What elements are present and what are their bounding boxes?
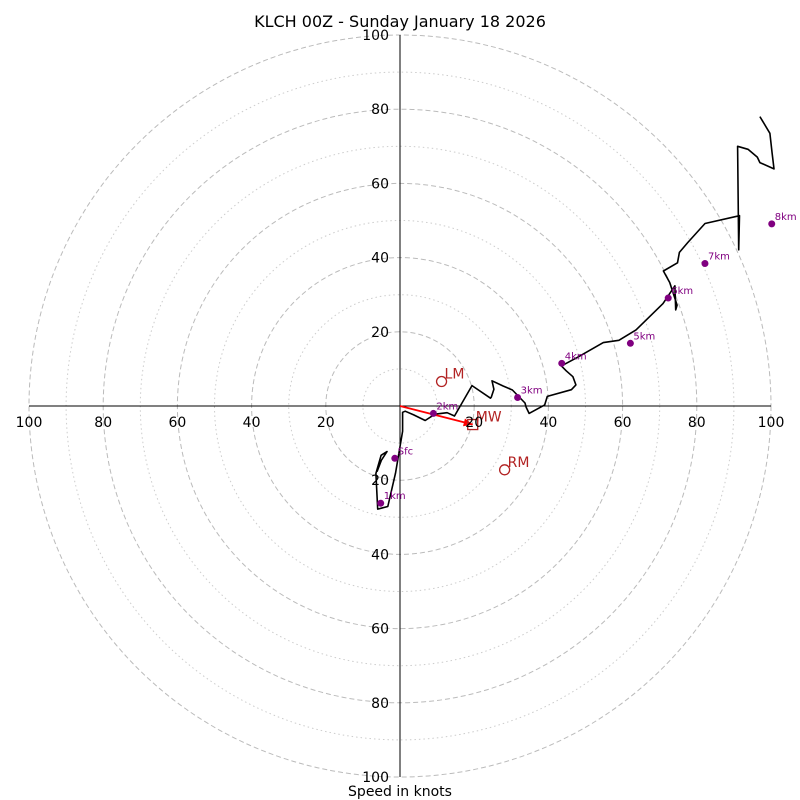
height-marker-5km [626, 339, 634, 347]
y-tick-label: 20 [371, 325, 389, 341]
motion-label-LM: LM [445, 367, 465, 383]
y-tick-label: 100 [362, 28, 389, 44]
hodograph-line [375, 116, 775, 510]
height-marker-1km [377, 499, 385, 507]
height-marker-2km [429, 409, 437, 417]
x-axis-label: Speed in knots [348, 784, 452, 800]
hodograph-trace-group [375, 116, 775, 510]
chart-title: KLCH 00Z - Sunday January 18 2026 [254, 12, 546, 31]
y-tick-label: 20 [371, 473, 389, 489]
height-label-5km: 5km [633, 331, 655, 342]
y-tick-label: 60 [371, 176, 389, 192]
height-label-4km: 4km [565, 351, 587, 362]
height-marker-7km [701, 260, 709, 268]
motion-marker-LM [435, 375, 448, 388]
y-tick-label: 100 [362, 770, 389, 786]
y-tick-label: 40 [371, 547, 389, 563]
motion-label-RM: RM [508, 455, 530, 471]
height-label-2km: 2km [436, 401, 458, 412]
height-marker-4km [558, 359, 566, 367]
y-tick-label: 40 [371, 251, 389, 267]
x-tick-label: 100 [16, 415, 43, 431]
x-tick-label: 40 [243, 415, 261, 431]
height-label-6km: 6km [671, 286, 693, 297]
height-marker-Sfc [391, 454, 399, 462]
x-tick-label: 20 [317, 415, 335, 431]
height-label-1km: 1km [384, 491, 406, 502]
y-tick-label: 80 [371, 696, 389, 712]
x-tick-label: 100 [758, 415, 785, 431]
storm-motion-markers: LM RM MW [435, 367, 530, 476]
height-marker-8km [768, 220, 776, 228]
height-markers: Sfc 1km 2km 3km 4km 5km 6km 7km 8km [377, 212, 797, 507]
tick-labels: 100 80 60 40 20 20 40 60 80 100 100 80 60 40 20 20 40 60 8… [16, 28, 785, 786]
height-label-7km: 7km [708, 252, 730, 263]
height-label-Sfc: Sfc [398, 446, 413, 457]
x-tick-label: 60 [168, 415, 186, 431]
y-tick-label: 80 [371, 102, 389, 118]
motion-marker-MW [467, 418, 479, 431]
motion-marker-RM [498, 464, 511, 476]
x-tick-label: 60 [614, 415, 632, 431]
height-label-3km: 3km [521, 385, 543, 396]
height-label-8km: 8km [775, 212, 797, 223]
x-tick-label: 40 [539, 415, 557, 431]
height-marker-6km [664, 294, 672, 302]
motion-label-MW: MW [476, 410, 502, 426]
x-tick-label: 20 [465, 415, 483, 431]
height-marker-3km [514, 393, 522, 401]
x-tick-label: 80 [688, 415, 706, 431]
x-tick-label: 80 [94, 415, 112, 431]
y-tick-label: 60 [371, 622, 389, 638]
